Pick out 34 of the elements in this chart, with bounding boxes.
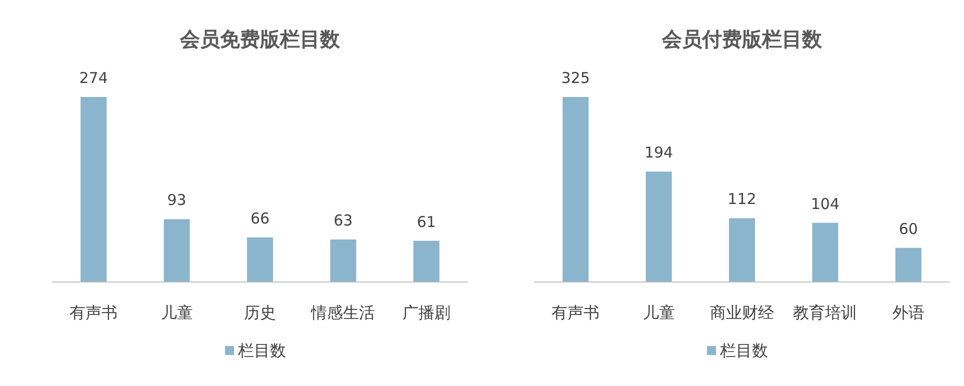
data-label: 112 [728,190,756,208]
x-tick-label: 外语 [892,303,924,322]
x-tick-label: 有声书 [552,303,600,322]
data-label: 104 [810,194,840,213]
data-label: 61 [416,212,436,231]
bar [330,239,356,282]
data-label: 93 [167,191,186,210]
chart-title: 会员免费版栏目数 [179,27,341,51]
data-label: 325 [561,69,590,87]
bar [812,222,838,282]
bar [164,219,190,282]
data-label: 194 [644,144,674,162]
x-tick-label: 情感生活 [310,303,376,322]
data-label: 60 [898,220,918,238]
legend-label: 栏目数 [719,341,768,360]
x-tick-label: 有声书 [70,303,118,322]
bar [413,240,440,282]
bar [80,97,107,282]
chart-title: 会员付费版栏目数 [661,27,823,51]
bar [247,237,273,282]
bar [895,248,922,282]
x-tick-label: 商业财经 [710,303,774,322]
x-tick-label: 历史 [244,303,276,322]
data-label: 66 [250,209,270,228]
x-tick-label: 儿童 [160,303,193,322]
bar [646,172,672,282]
bar [729,218,755,282]
data-label: 63 [334,211,353,230]
x-tick-label: 教育培训 [793,303,858,322]
bar [562,97,589,282]
x-tick-label: 广播剧 [402,303,450,322]
legend-label: 栏目数 [237,341,286,360]
x-tick-label: 儿童 [642,303,675,322]
data-label: 274 [79,69,108,87]
